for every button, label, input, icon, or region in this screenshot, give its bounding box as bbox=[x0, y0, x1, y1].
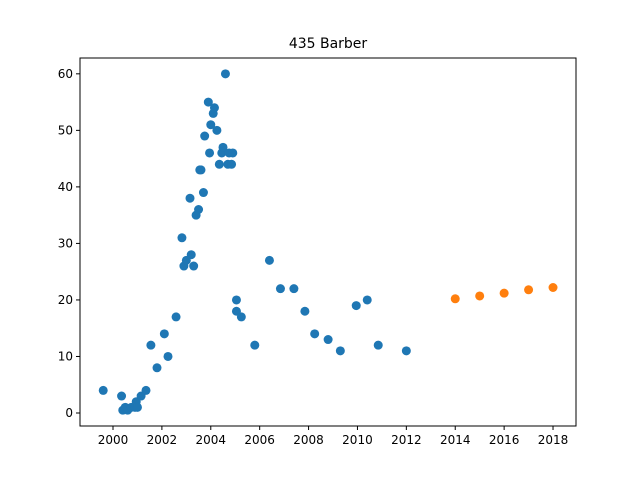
point bbox=[146, 340, 156, 350]
point bbox=[250, 340, 260, 350]
point bbox=[214, 159, 224, 169]
point bbox=[264, 255, 274, 265]
plot-frame bbox=[79, 57, 577, 427]
point bbox=[171, 312, 181, 322]
point bbox=[185, 193, 195, 203]
point bbox=[205, 148, 215, 158]
x-tick-label: 2012 bbox=[391, 433, 422, 447]
point bbox=[189, 261, 199, 271]
x-tick-label: 2014 bbox=[440, 433, 471, 447]
point bbox=[300, 306, 310, 316]
point bbox=[362, 295, 372, 305]
point bbox=[289, 284, 299, 294]
point bbox=[310, 329, 320, 339]
point bbox=[159, 329, 169, 339]
point bbox=[98, 385, 108, 395]
point bbox=[200, 131, 210, 141]
point bbox=[548, 283, 558, 293]
y-tick-label: 50 bbox=[58, 123, 73, 137]
point bbox=[203, 97, 213, 107]
point bbox=[475, 291, 485, 301]
point bbox=[236, 312, 246, 322]
point bbox=[212, 125, 222, 135]
point bbox=[275, 284, 285, 294]
point bbox=[323, 335, 333, 345]
x-tick-label: 2008 bbox=[293, 433, 324, 447]
point bbox=[499, 288, 509, 298]
point bbox=[163, 351, 173, 361]
x-tick-label: 2018 bbox=[538, 433, 569, 447]
point bbox=[186, 250, 196, 260]
point bbox=[132, 402, 142, 412]
y-tick-label: 0 bbox=[65, 406, 73, 420]
point bbox=[228, 148, 238, 158]
y-tick-label: 40 bbox=[58, 180, 73, 194]
point bbox=[177, 233, 187, 243]
point bbox=[117, 391, 127, 401]
x-tick-label: 2004 bbox=[196, 433, 227, 447]
point bbox=[227, 159, 237, 169]
point bbox=[524, 285, 534, 295]
x-tick-label: 2002 bbox=[147, 433, 178, 447]
point bbox=[218, 142, 228, 152]
point bbox=[373, 340, 383, 350]
point bbox=[206, 120, 216, 130]
x-tick-label: 2016 bbox=[489, 433, 520, 447]
y-tick-label: 30 bbox=[58, 236, 73, 250]
x-tick-label: 2006 bbox=[244, 433, 275, 447]
point bbox=[198, 188, 208, 198]
y-tick-label: 60 bbox=[58, 67, 73, 81]
point bbox=[220, 69, 230, 79]
point bbox=[335, 346, 345, 356]
point bbox=[141, 385, 151, 395]
point bbox=[152, 363, 162, 373]
point bbox=[194, 204, 204, 214]
y-tick-label: 10 bbox=[58, 349, 73, 363]
point bbox=[209, 103, 219, 113]
x-tick-label: 2000 bbox=[98, 433, 129, 447]
chart-title: 435 Barber bbox=[289, 36, 368, 52]
point bbox=[231, 295, 241, 305]
point bbox=[450, 294, 460, 304]
point bbox=[351, 301, 361, 311]
point bbox=[196, 165, 206, 175]
point bbox=[401, 346, 411, 356]
y-tick-label: 20 bbox=[58, 293, 73, 307]
x-tick-label: 2010 bbox=[342, 433, 373, 447]
